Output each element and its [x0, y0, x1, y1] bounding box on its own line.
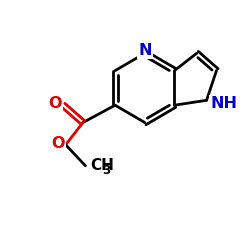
Text: N: N: [138, 43, 151, 58]
Text: O: O: [48, 96, 61, 112]
Text: O: O: [52, 136, 65, 151]
Text: 3: 3: [102, 164, 110, 177]
Text: NH: NH: [210, 96, 237, 112]
Text: CH: CH: [90, 158, 114, 173]
